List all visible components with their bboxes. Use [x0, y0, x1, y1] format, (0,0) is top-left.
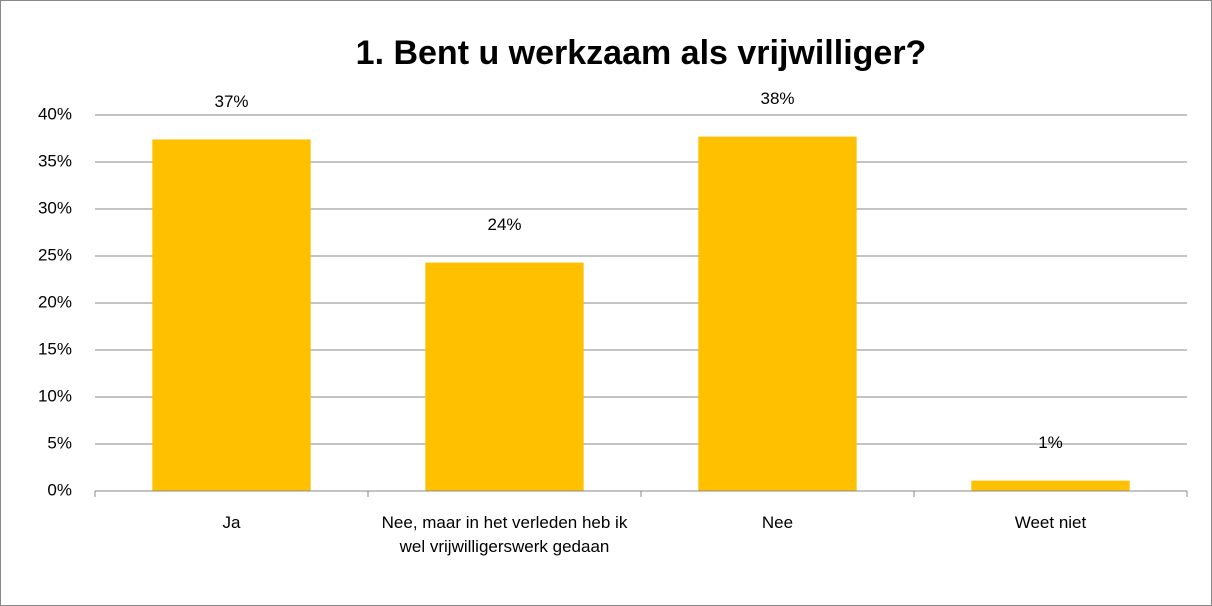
- y-tick-label: 15%: [38, 339, 72, 358]
- y-tick-label: 20%: [38, 292, 72, 311]
- chart-title: 1. Bent u werkzaam als vrijwilliger?: [356, 34, 927, 72]
- y-tick-label: 5%: [47, 433, 72, 452]
- x-tick-label: Nee: [761, 513, 794, 532]
- bar: [152, 139, 311, 491]
- bar: [425, 262, 584, 491]
- x-tick-label: Nee, maar in het verleden heb ik wel vri…: [381, 513, 628, 556]
- y-tick-label: 30%: [38, 198, 72, 217]
- bar: [698, 136, 857, 491]
- bar: [971, 480, 1130, 491]
- value-label: 37%: [214, 92, 248, 111]
- y-tick-label: 0%: [47, 480, 72, 499]
- value-label: 1%: [1038, 433, 1063, 452]
- value-label: 24%: [487, 215, 521, 234]
- y-tick-label: 25%: [38, 245, 72, 264]
- x-tick-label: Weet niet: [1014, 513, 1087, 532]
- y-tick-label: 10%: [38, 386, 72, 405]
- y-tick-label: 35%: [38, 151, 72, 170]
- x-tick-label: Ja: [222, 513, 241, 532]
- y-tick-label: 40%: [38, 104, 72, 123]
- value-label: 38%: [760, 89, 794, 108]
